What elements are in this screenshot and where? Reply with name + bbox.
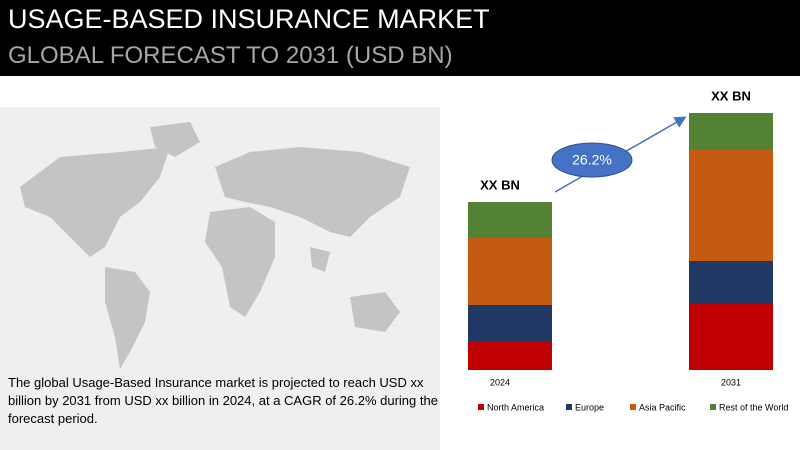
world-map <box>20 122 410 369</box>
cagr-bubble <box>551 142 633 178</box>
bar-segment <box>689 150 773 261</box>
legend-label: North America <box>487 402 544 412</box>
bar-segment <box>689 261 773 304</box>
bar-segment <box>689 304 773 370</box>
legend-label: Rest of the World <box>719 402 788 412</box>
legend-swatch <box>710 404 716 410</box>
legend-swatch <box>478 404 484 410</box>
legend-swatch <box>566 404 572 410</box>
legend-label: Asia Pacific <box>639 402 686 412</box>
cagr-label: 26.2% <box>572 152 612 168</box>
subtitle: GLOBAL FORECAST TO 2031 (USD BN) <box>8 42 453 69</box>
title: USAGE-BASED INSURANCE MARKET <box>8 4 490 34</box>
bar-segment <box>468 238 552 305</box>
bar-segment <box>689 113 773 150</box>
map-panel <box>0 107 440 450</box>
legend-swatch <box>630 404 636 410</box>
bar-segment <box>468 202 552 238</box>
bar-segment <box>468 305 552 342</box>
total-label: XX BN <box>480 177 520 192</box>
total-label: XX BN <box>711 88 751 103</box>
header: USAGE-BASED INSURANCE MARKET GLOBAL FORE… <box>0 0 800 76</box>
description: The global Usage-Based Insurance market … <box>8 375 438 426</box>
x-tick-label: 2024 <box>490 377 510 387</box>
x-tick-label: 2031 <box>721 377 741 387</box>
bar-segment <box>468 342 552 370</box>
legend-label: Europe <box>575 402 604 412</box>
